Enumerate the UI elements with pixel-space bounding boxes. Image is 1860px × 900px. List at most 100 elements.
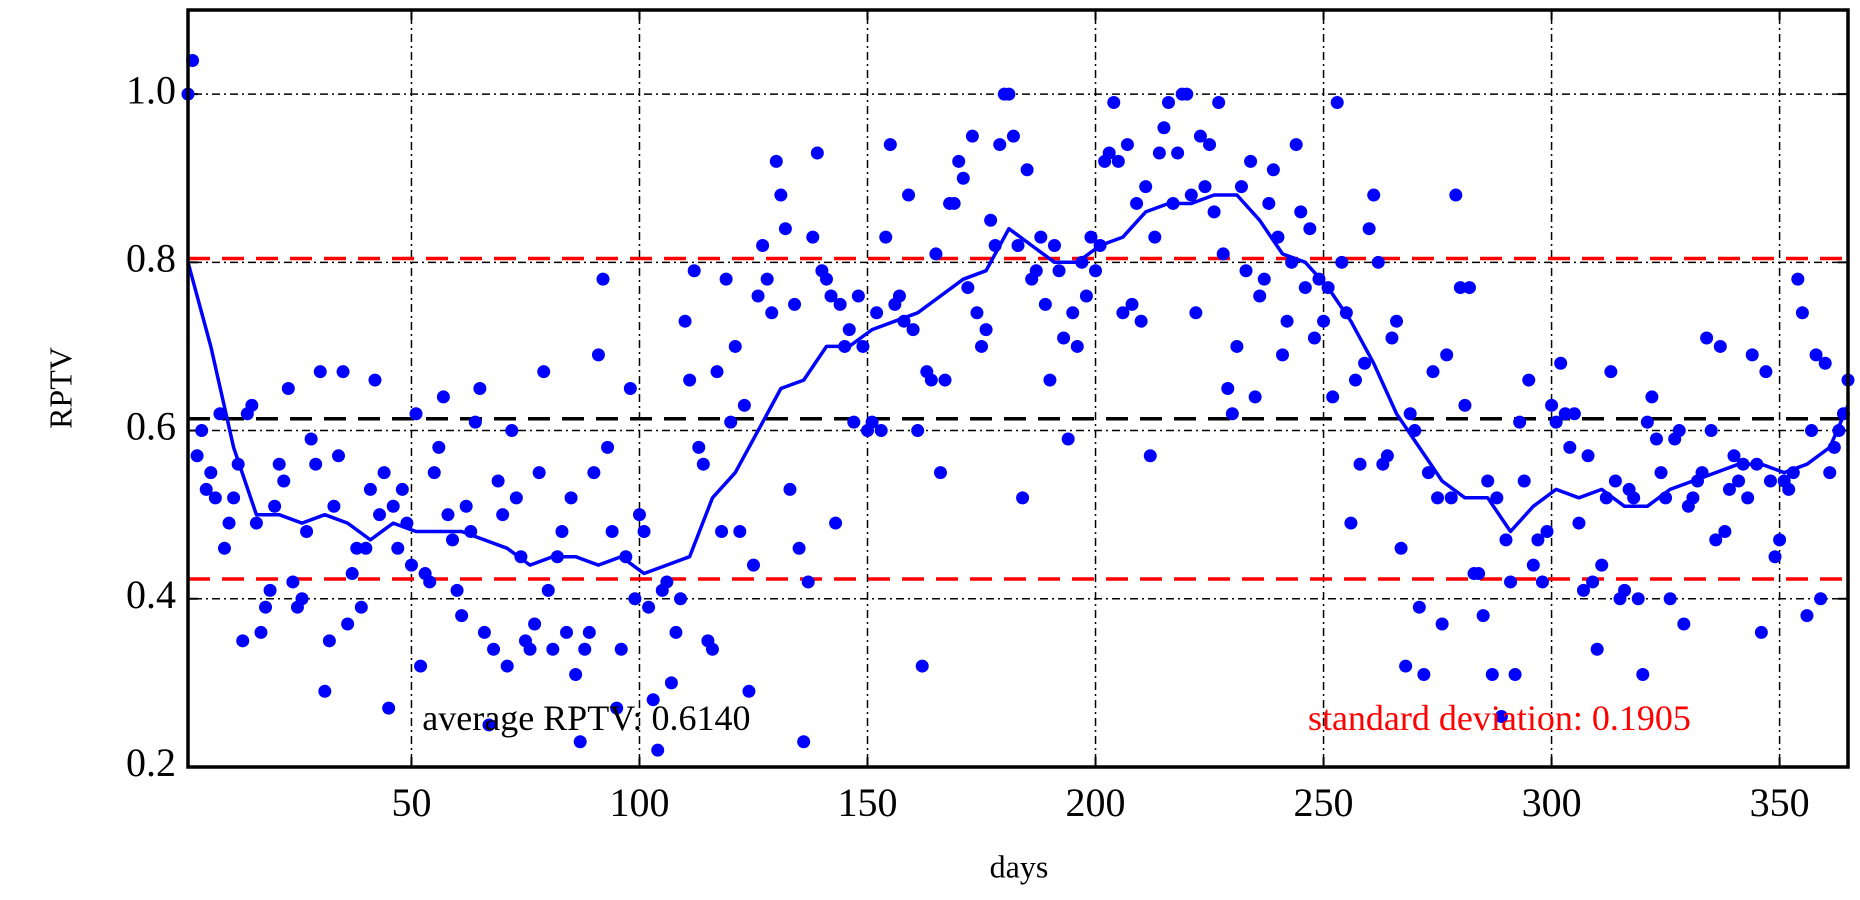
data-point (1490, 491, 1504, 505)
data-point (1307, 331, 1321, 345)
data-point (1403, 407, 1417, 421)
y-tick-label: 0.4 (126, 572, 176, 617)
data-point (1576, 583, 1590, 597)
data-point (1029, 264, 1043, 278)
data-point (751, 289, 765, 303)
data-point (555, 524, 569, 538)
data-point (705, 642, 719, 656)
data-point (1362, 222, 1376, 236)
data-point (1358, 356, 1372, 370)
data-point (404, 558, 418, 572)
data-point (1011, 239, 1025, 253)
data-point (783, 482, 797, 496)
data-point (1814, 592, 1828, 606)
data-point (1499, 533, 1513, 547)
data-point (660, 575, 674, 589)
data-point (1161, 96, 1175, 110)
data-point (1608, 474, 1622, 488)
data-point (1563, 440, 1577, 454)
data-point (459, 499, 473, 513)
data-point (473, 382, 487, 395)
data-point (578, 642, 592, 656)
data-point (1722, 482, 1736, 496)
data-point (1102, 146, 1116, 160)
data-point (1485, 667, 1499, 681)
data-point (1034, 230, 1048, 244)
data-point (696, 457, 710, 471)
data-point (1212, 96, 1226, 110)
data-point (363, 482, 377, 496)
data-point (1818, 356, 1832, 370)
y-tick-label: 0.2 (126, 740, 176, 785)
data-point (601, 440, 615, 454)
data-point (628, 592, 642, 606)
data-point (582, 625, 596, 639)
data-point (1016, 491, 1030, 505)
x-tick-label: 150 (838, 780, 898, 825)
data-point (1184, 188, 1198, 202)
data-point (259, 600, 273, 614)
data-point (1672, 424, 1686, 438)
data-point (742, 684, 756, 698)
data-point (304, 432, 318, 446)
data-point (204, 466, 218, 480)
data-point (1558, 407, 1572, 421)
data-point (1649, 432, 1663, 446)
data-point (587, 466, 601, 480)
data-point (1535, 575, 1549, 589)
data-point (1604, 365, 1618, 379)
x-tick-label: 100 (609, 780, 669, 825)
data-point (797, 735, 811, 749)
data-point (1002, 87, 1016, 101)
y-tick-label: 0.6 (126, 404, 176, 449)
data-point (1522, 373, 1536, 387)
data-point (756, 239, 770, 253)
data-point (883, 138, 897, 152)
data-point (546, 642, 560, 656)
data-point (646, 693, 660, 707)
data-point (1335, 255, 1349, 269)
data-point (879, 230, 893, 244)
data-point (1782, 482, 1796, 496)
data-point (1371, 255, 1385, 269)
data-point (336, 365, 350, 379)
data-point (199, 482, 213, 496)
data-point (669, 625, 683, 639)
data-point (710, 365, 724, 379)
data-point (468, 415, 482, 429)
data-point (427, 466, 441, 480)
data-point (1289, 138, 1303, 152)
data-point (1426, 365, 1440, 379)
data-point (423, 575, 437, 589)
data-point (1061, 432, 1075, 446)
data-point (1344, 516, 1358, 530)
data-point (322, 634, 336, 648)
data-point (1640, 415, 1654, 429)
data-point (236, 634, 250, 648)
data-point (1262, 196, 1276, 210)
data-point (1089, 264, 1103, 278)
data-point (1152, 146, 1166, 160)
data-point (1390, 314, 1404, 328)
data-point (477, 625, 491, 639)
data-point (851, 289, 865, 303)
data-point (195, 424, 209, 438)
data-point (674, 592, 688, 606)
data-point (724, 415, 738, 429)
data-point (1075, 255, 1089, 269)
data-point (1120, 138, 1134, 152)
data-point (1567, 407, 1581, 421)
data-point (1709, 533, 1723, 547)
data-point (692, 440, 706, 454)
data-point (1663, 592, 1677, 606)
data-point (728, 339, 742, 353)
data-point (605, 524, 619, 538)
data-point (1809, 348, 1823, 362)
data-point (1385, 331, 1399, 345)
data-point (1157, 121, 1171, 135)
data-point (715, 524, 729, 538)
data-point (769, 154, 783, 168)
data-point (1795, 306, 1809, 320)
data-point (1545, 398, 1559, 412)
data-point (1216, 247, 1230, 261)
